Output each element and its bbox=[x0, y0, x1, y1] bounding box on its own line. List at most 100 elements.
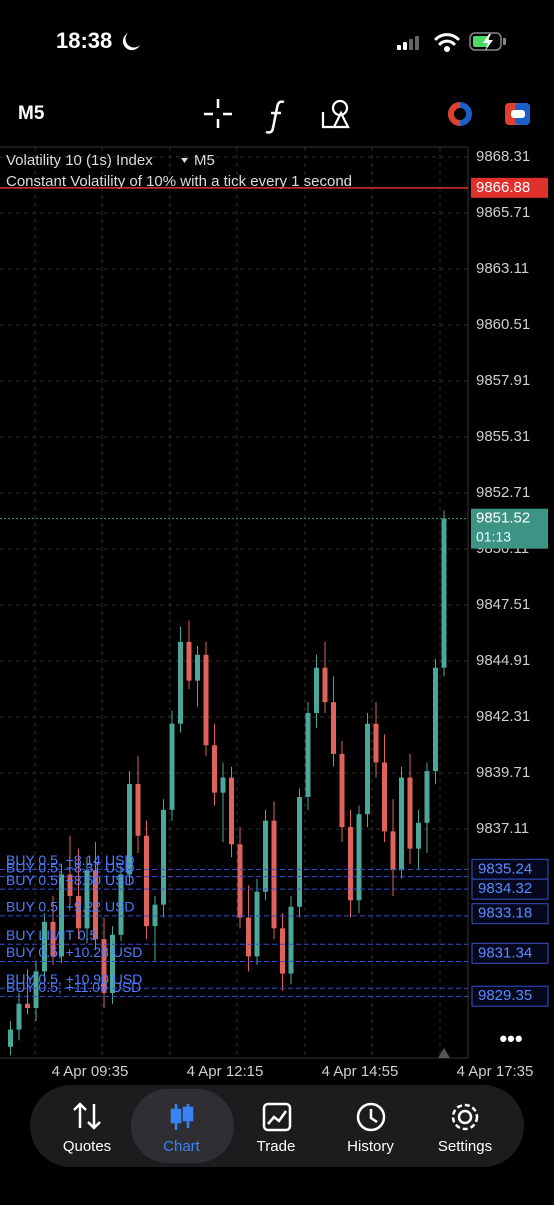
candle-body bbox=[229, 777, 234, 845]
y-tick-label: 9855.31 bbox=[476, 428, 530, 445]
more-button[interactable]: ••• bbox=[499, 1026, 522, 1051]
y-tick-label: 9860.51 bbox=[476, 316, 530, 333]
trade-icon[interactable] bbox=[448, 102, 472, 126]
order-label[interactable]: BUY 0.5, +8.60 USD bbox=[6, 872, 135, 888]
symbol-dropdown[interactable] bbox=[181, 158, 188, 163]
candle-body bbox=[305, 712, 311, 797]
candle-body bbox=[8, 1029, 13, 1047]
candle-body bbox=[373, 723, 379, 763]
candle-body bbox=[25, 1003, 30, 1009]
order-label[interactable]: BUY 0.5, +10.28 USD bbox=[6, 944, 142, 960]
candle-body bbox=[161, 809, 166, 905]
y-tick-label: 9842.31 bbox=[476, 708, 530, 725]
candle-body bbox=[331, 702, 336, 754]
candle-body bbox=[271, 820, 277, 929]
current-price-tag: 9851.52 bbox=[476, 510, 530, 527]
bid-tag-bg bbox=[471, 177, 548, 198]
symbol-name[interactable]: Volatility 10 (1s) Index bbox=[6, 152, 153, 169]
candle-body bbox=[365, 723, 370, 815]
candle-body bbox=[322, 667, 328, 703]
candle-body bbox=[237, 844, 243, 918]
candle-body bbox=[118, 874, 124, 935]
price-tag-bg bbox=[471, 942, 549, 964]
y-tick-label: 9837.11 bbox=[476, 820, 529, 837]
tab-label[interactable]: Quotes bbox=[63, 1138, 111, 1155]
candle-body bbox=[186, 641, 192, 681]
y-tick-label: 9839.71 bbox=[476, 764, 530, 781]
order-label[interactable]: BUY 0.5, +11.09 USD bbox=[6, 979, 141, 995]
tab-label[interactable]: Chart bbox=[163, 1138, 201, 1155]
candle-body bbox=[254, 891, 260, 957]
timeframe-button[interactable]: M5 bbox=[18, 103, 45, 124]
moon-icon bbox=[122, 33, 140, 51]
order-label[interactable]: BUY 0.5, +10.90 USD bbox=[6, 971, 142, 987]
price-tag: 9835.24 bbox=[478, 860, 532, 877]
order-label[interactable]: BUY 0.5, +8.14 USD bbox=[6, 852, 135, 868]
candle-body bbox=[127, 784, 132, 875]
crosshair-button[interactable] bbox=[204, 99, 232, 128]
price-tag: 9834.32 bbox=[478, 880, 532, 897]
candle-body bbox=[424, 771, 430, 823]
x-tick-label: 4 Apr 14:55 bbox=[322, 1063, 399, 1080]
order-label[interactable]: BUY LIMIT 0.5 bbox=[6, 927, 98, 943]
tab-label[interactable]: History bbox=[347, 1138, 394, 1155]
scroll-marker[interactable] bbox=[438, 1048, 450, 1058]
active-tab-bg bbox=[131, 1089, 234, 1163]
candle-body bbox=[348, 827, 353, 901]
candle-body bbox=[263, 820, 268, 892]
bar-countdown: 01:13 bbox=[476, 528, 511, 544]
price-tag: 9833.18 bbox=[478, 905, 532, 922]
current-price-tag-bg bbox=[471, 508, 548, 549]
signal-icon bbox=[397, 36, 419, 50]
objects-button[interactable] bbox=[321, 99, 350, 129]
account-icon[interactable] bbox=[505, 103, 530, 125]
y-tick-label: 9847.51 bbox=[476, 596, 530, 613]
candle-body bbox=[390, 831, 396, 871]
price-tag-bg bbox=[471, 985, 549, 1007]
symbol-description: Constant Volatility of 10% with a tick e… bbox=[6, 173, 352, 190]
candle-body bbox=[76, 896, 81, 929]
candle-body bbox=[110, 934, 115, 993]
order-label[interactable]: BUY 0.5, +8.31 USD bbox=[6, 859, 135, 875]
candle-body bbox=[220, 777, 226, 793]
y-tick-label: 9865.71 bbox=[476, 204, 530, 221]
candle-body bbox=[93, 870, 98, 940]
candle-body bbox=[169, 723, 175, 810]
price-tag: 9829.35 bbox=[478, 987, 532, 1004]
x-tick-label: 4 Apr 09:35 bbox=[52, 1063, 129, 1080]
candle-body bbox=[135, 784, 141, 836]
price-tag-bg bbox=[471, 878, 549, 900]
candle-body bbox=[288, 906, 294, 974]
y-tick-label: 9844.91 bbox=[476, 652, 530, 669]
candle-body bbox=[433, 667, 438, 772]
candle-body bbox=[339, 753, 345, 828]
tab-icons bbox=[73, 1102, 479, 1132]
indicators-button[interactable] bbox=[265, 100, 285, 134]
candle-body bbox=[280, 928, 285, 974]
symbol-timeframe: M5 bbox=[194, 152, 215, 169]
y-tick-label: 9863.11 bbox=[476, 260, 529, 277]
price-tag-bg bbox=[471, 903, 549, 925]
order-label[interactable]: BUY 0.5, +9.22 USD bbox=[6, 899, 135, 915]
clock: 18:38 bbox=[56, 28, 112, 53]
tab-label[interactable]: Trade bbox=[257, 1138, 296, 1155]
chart-area bbox=[0, 146, 469, 1059]
candle-body bbox=[246, 917, 251, 957]
candle-body bbox=[356, 814, 362, 901]
candle-body bbox=[178, 641, 183, 724]
battery-icon bbox=[469, 32, 506, 51]
candle-body bbox=[144, 835, 149, 927]
y-tick-label: 9852.71 bbox=[476, 484, 530, 501]
candle-body bbox=[297, 796, 302, 907]
candle-body bbox=[441, 518, 447, 668]
x-tick-label: 4 Apr 17:35 bbox=[457, 1063, 534, 1080]
tab-label[interactable]: Settings bbox=[438, 1138, 492, 1155]
candle-body bbox=[407, 777, 413, 849]
candle-body bbox=[212, 745, 217, 793]
price-tag: 9831.34 bbox=[478, 944, 532, 961]
candle-body bbox=[67, 874, 73, 897]
y-tick-label: 9857.91 bbox=[476, 372, 530, 389]
candle-body bbox=[416, 822, 421, 849]
candle-body bbox=[203, 654, 209, 746]
